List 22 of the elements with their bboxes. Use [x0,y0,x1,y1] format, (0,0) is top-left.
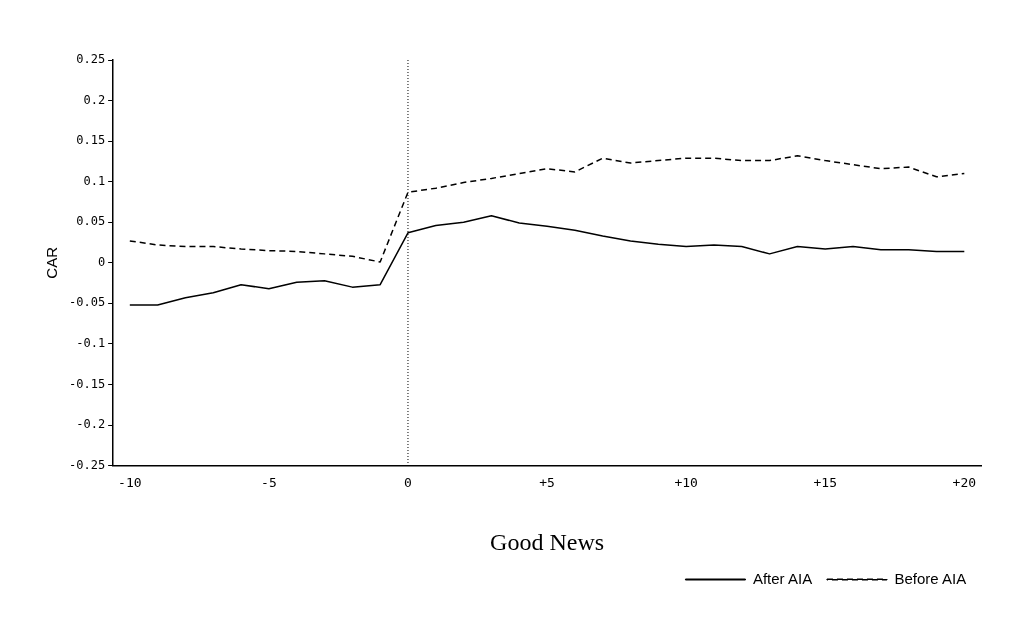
y-tick-label: -0.25 [69,457,106,472]
y-axis-title: CAR [43,246,61,279]
legend-label: After AIA [752,569,813,587]
y-tick-label: 0.15 [76,133,106,148]
y-tick-label: 0.1 [83,173,106,188]
y-tick-label: -0.15 [69,376,106,391]
y-tick-label: 0.05 [76,214,106,229]
x-tick-label: +10 [674,474,698,490]
x-tick-label: +20 [952,474,977,490]
x-tick-label: +5 [539,474,555,490]
x-tick-label: -10 [118,474,142,490]
y-tick-label: -0.05 [69,295,106,310]
x-tick-label: 0 [404,474,412,490]
x-axis-title: Good News [490,528,605,555]
y-tick-label: -0.2 [76,417,106,432]
y-tick-label: 0.2 [83,92,106,107]
y-tick-label: 0 [97,254,106,269]
y-tick-label: 0.25 [76,52,106,67]
y-tick-label: -0.1 [76,336,106,351]
legend-label: Before AIA [894,569,967,587]
x-tick-label: +15 [813,474,837,490]
x-tick-label: -5 [261,474,277,490]
